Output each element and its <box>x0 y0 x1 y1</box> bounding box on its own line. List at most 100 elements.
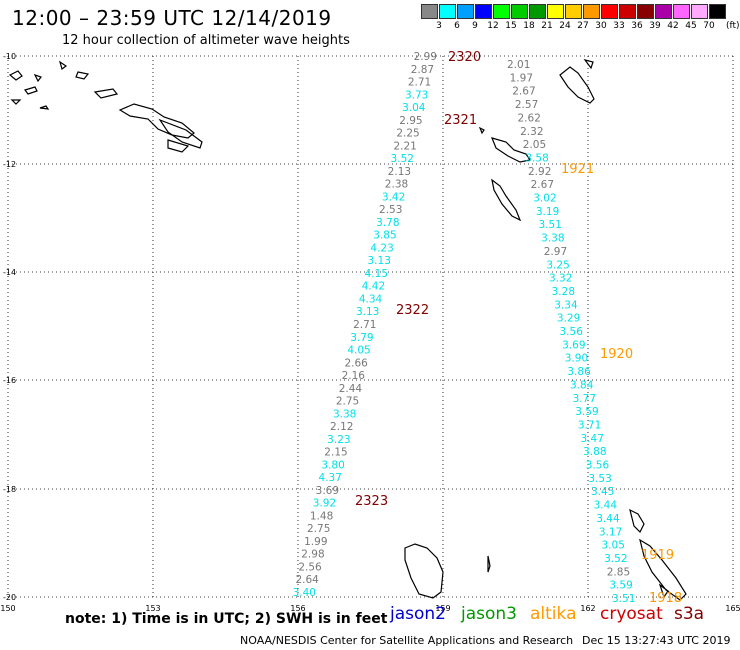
wave-height-label: 3.13 <box>356 306 379 318</box>
wave-height-label: 3.44 <box>596 513 620 525</box>
wave-height-label: 3.69 <box>316 485 339 497</box>
legend-label: 70 <box>703 21 715 31</box>
wave-height-label: 3.52 <box>391 153 414 165</box>
wave-height-label: 2.66 <box>344 357 368 369</box>
wave-height-label: 2.25 <box>396 128 419 140</box>
wave-height-label: 2.64 <box>295 574 319 586</box>
latitude-label: -18 <box>3 485 16 494</box>
wave-height-label: 3.80 <box>321 459 344 471</box>
legend-swatch <box>709 4 726 19</box>
wave-height-label: 2.62 <box>518 112 541 124</box>
legend-swatch <box>673 4 690 19</box>
wave-height-label: 2.67 <box>512 86 535 98</box>
wave-height-label: 2.38 <box>385 179 408 191</box>
wave-height-label: 2.12 <box>330 421 353 433</box>
legend-label: 9 <box>472 21 478 31</box>
legend-swatch <box>439 4 456 19</box>
legend-swatch <box>691 4 708 19</box>
satellite-s3a: s3a <box>674 604 705 624</box>
legend-label: 27 <box>577 21 589 31</box>
satellite-cryosat: cryosat <box>600 604 663 624</box>
longitude-label: 153 <box>145 604 160 613</box>
legend-label: 24 <box>559 21 571 31</box>
legend-label: 42 <box>667 21 679 31</box>
latitude-label: -12 <box>3 160 16 169</box>
wave-height-label: 2.05 <box>523 139 546 151</box>
wave-height-label: 1.97 <box>510 72 533 84</box>
wave-height-label: 3.45 <box>591 486 614 498</box>
coastlines <box>8 59 687 601</box>
wave-height-label: 3.53 <box>588 473 611 485</box>
wave-height-label: 3.23 <box>327 434 350 446</box>
graticule: -10 -12 -14 -16 -18 -20 150 153 156 159 162 165 <box>0 52 740 613</box>
wave-height-label: 2.71 <box>408 77 431 89</box>
wave-height-label: 3.52 <box>604 553 627 565</box>
latitude-label: -20 <box>3 593 16 602</box>
satellite-tracks: 2.992.872.713.733.042.952.252.213.522.13… <box>293 51 636 605</box>
credit-line: NOAA/NESDIS Center for Satellite Applica… <box>240 634 574 647</box>
wave-height-label: 3.56 <box>560 326 584 338</box>
wave-height-label: 3.47 <box>581 433 604 445</box>
wave-height-label: 2.75 <box>336 396 359 408</box>
wave-height-label: 3.78 <box>376 217 399 229</box>
solomon-islands-west <box>8 60 119 110</box>
latitude-label: -10 <box>3 52 16 61</box>
pass-time-label: 1919 <box>641 548 674 563</box>
longitude-label: 165 <box>725 604 740 613</box>
wave-height-label: 1.99 <box>304 536 327 548</box>
wave-height-label: 3.17 <box>599 526 622 538</box>
footnote: note: 1) Time is in UTC; 2) SWH is in fe… <box>65 611 388 627</box>
wave-height-label: 2.67 <box>531 179 554 191</box>
longitude-label: 156 <box>290 604 305 613</box>
wave-height-label: 4.34 <box>359 293 383 305</box>
generated-timestamp: Dec 15 13:27:43 UTC 2019 <box>582 634 731 647</box>
map-subtitle: 12 hour collection of altimeter wave hei… <box>62 33 350 48</box>
guadalcanal-coast <box>478 126 531 163</box>
wave-height-label: 4.05 <box>347 345 370 357</box>
wave-height-label: 2.85 <box>607 566 630 578</box>
wave-height-label: 2.99 <box>414 51 437 63</box>
wave-height-label: 2.57 <box>515 99 538 111</box>
latitude-label: -14 <box>3 268 16 277</box>
wave-height-label: 3.92 <box>313 498 336 510</box>
legend-swatch <box>475 4 492 19</box>
legend-swatch <box>493 4 510 19</box>
wave-height-label: 3.79 <box>350 332 373 344</box>
wave-height-label: 3.86 <box>567 366 591 378</box>
legend-label: 15 <box>505 21 517 31</box>
wave-height-label: 2.98 <box>301 549 324 561</box>
wave-height-label: 3.38 <box>541 233 564 245</box>
legend-label: 39 <box>649 21 661 31</box>
legend-swatch <box>511 4 528 19</box>
wave-height-label: 2.01 <box>507 59 530 71</box>
pass-time-label: 1921 <box>561 162 594 177</box>
wave-height-label: 2.87 <box>411 64 434 76</box>
wave-height-label: 3.40 <box>293 587 316 599</box>
wave-height-label: 3.90 <box>565 353 588 365</box>
legend-label: 33 <box>613 21 625 31</box>
bougainville-coast <box>559 59 595 104</box>
wave-height-label: 4.15 <box>365 268 388 280</box>
legend-swatch <box>583 4 600 19</box>
legend-swatch <box>637 4 654 19</box>
san-cristobal-coast <box>491 178 522 222</box>
wave-height-label: 1.48 <box>310 510 333 522</box>
new-britain-coast <box>118 103 203 153</box>
legend-label: 6 <box>454 21 460 31</box>
legend-label: 3 <box>436 21 442 31</box>
vanuatu-coast <box>629 508 687 601</box>
wave-height-label: 3.28 <box>552 286 575 298</box>
legend-swatch <box>601 4 618 19</box>
wave-height-label: 3.34 <box>554 299 578 311</box>
wave-height-label: 2.44 <box>339 383 363 395</box>
wave-height-label: 2.95 <box>399 115 422 127</box>
wave-height-label: 4.23 <box>370 242 393 254</box>
wave-height-label: 3.56 <box>586 460 610 472</box>
pass-time-label: 1920 <box>600 347 633 362</box>
wave-height-label: 2.92 <box>528 166 551 178</box>
pass-time-label: 2320 <box>448 50 481 65</box>
satellite-altika: altika <box>530 604 577 624</box>
longitude-label: 159 <box>435 604 450 613</box>
legend-swatch <box>529 4 546 19</box>
